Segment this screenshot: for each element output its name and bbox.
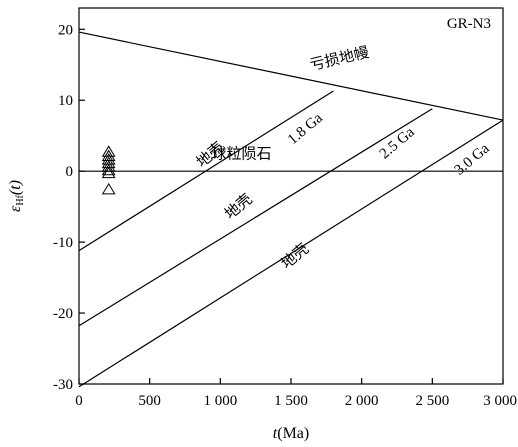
y-axis-title-symbol: ε bbox=[7, 205, 24, 212]
x-tick-label: 2 500 bbox=[415, 393, 449, 409]
ticks-layer: 0 500 1 000 1 500 2 000 2 500 3 000 20 10 0 -10 -20… bbox=[53, 22, 517, 409]
line-crust-3.0 bbox=[78, 119, 504, 388]
y-tick-label: -30 bbox=[53, 377, 73, 393]
line-crust-2.5 bbox=[78, 108, 433, 327]
annotation-label: 地壳 bbox=[278, 240, 312, 272]
y-tick-label: 10 bbox=[58, 93, 73, 109]
x-tick-label: 500 bbox=[138, 393, 161, 409]
sample-marker bbox=[101, 182, 116, 195]
samples-layer bbox=[101, 145, 116, 195]
sample-marker bbox=[101, 160, 116, 172]
y-tick-label: 20 bbox=[58, 22, 73, 38]
y-axis-title-sub: Hf bbox=[15, 194, 26, 205]
annotation-label: 球粒陨石 bbox=[212, 145, 272, 162]
annotation-label: 3.0 Ga bbox=[452, 140, 493, 178]
x-axis-title: t(Ma) bbox=[273, 425, 309, 442]
sample-marker bbox=[101, 153, 116, 165]
x-tick-label: 1 000 bbox=[203, 393, 237, 409]
annotation-label: 1.8 Ga bbox=[285, 110, 326, 148]
sample-marker bbox=[101, 156, 116, 169]
svg-text:εHf(t): εHf(t) bbox=[7, 180, 26, 212]
sample-marker bbox=[101, 166, 116, 179]
y-tick-label: -10 bbox=[53, 235, 73, 251]
annotation-label: 亏损地幔 bbox=[308, 44, 370, 74]
x-tick-label: 2 000 bbox=[345, 393, 379, 409]
sample-marker bbox=[101, 149, 116, 162]
x-tick-label: 0 bbox=[75, 393, 83, 409]
y-tick-label: -20 bbox=[53, 306, 73, 322]
y-axis-title-arg: (t) bbox=[7, 180, 24, 195]
annotation-label: 地壳 bbox=[222, 191, 256, 223]
sample-marker bbox=[101, 145, 116, 157]
sample-marker bbox=[101, 163, 116, 176]
y-tick-label: 0 bbox=[66, 164, 74, 180]
panel-label: GR-N3 bbox=[447, 16, 491, 32]
y-axis-title: εHf(t) bbox=[7, 180, 26, 212]
x-axis-title-unit: (Ma) bbox=[277, 425, 309, 442]
line-depleted-mantle bbox=[78, 31, 504, 121]
lines-layer bbox=[78, 31, 504, 388]
x-axis-title-main: t bbox=[273, 425, 278, 442]
x-tick-label: 1 500 bbox=[274, 393, 308, 409]
x-tick-label: 3 000 bbox=[483, 393, 517, 409]
line-crust-1.8 bbox=[78, 90, 334, 252]
